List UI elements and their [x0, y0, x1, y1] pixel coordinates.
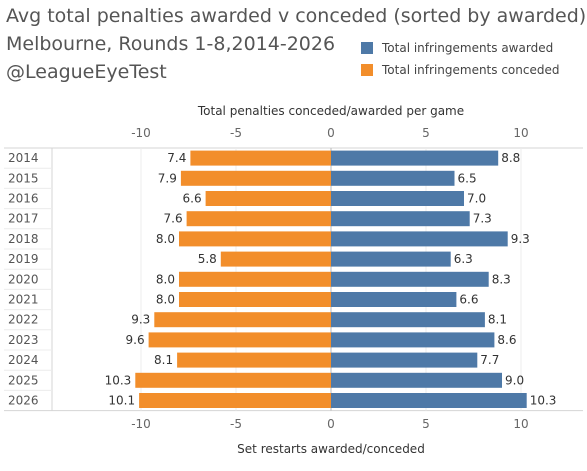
label-conceded: 5.8	[198, 252, 217, 266]
top-tick-label: -5	[230, 126, 242, 140]
label-awarded: 6.6	[459, 293, 478, 307]
bottom-tick-label: 5	[422, 417, 430, 431]
bar-awarded	[331, 292, 457, 307]
row-labels: 2014 2015 2016 2017 2018 2019 2020 2021 2022 2023…	[8, 151, 39, 407]
bar-awarded	[331, 251, 451, 267]
bar-awarded	[331, 393, 527, 408]
label-awarded: 8.3	[492, 272, 511, 286]
bar-conceded	[190, 150, 331, 166]
label-conceded: 7.4	[167, 151, 186, 165]
chart-handle: @LeagueEyeTest	[6, 61, 167, 83]
bottom-tick-label: -10	[131, 417, 151, 431]
bar-awarded	[331, 191, 464, 206]
bar-conceded	[179, 231, 331, 247]
bar-awarded	[331, 332, 495, 348]
row-label: 2021	[8, 293, 39, 307]
top-axis-title: Total penalties conceded/awarded per gam…	[197, 104, 464, 118]
chart-subtitle: Melbourne, Rounds 1-8,2014-2026	[6, 33, 336, 55]
bar-conceded	[139, 393, 331, 408]
legend-item-conceded[interactable]: Total infringements conceded	[361, 59, 559, 81]
bar-conceded	[179, 271, 331, 287]
bottom-axis-title: Set restarts awarded/conceded	[237, 442, 425, 456]
legend-label-awarded: Total infringements awarded	[382, 41, 554, 55]
bottom-tick-label: 10	[513, 417, 528, 431]
bar-conceded	[220, 251, 331, 267]
label-conceded: 8.1	[154, 353, 173, 367]
bar-awarded	[331, 231, 508, 247]
row-label: 2025	[8, 373, 39, 387]
row-label: 2022	[8, 313, 39, 327]
label-awarded: 10.3	[530, 394, 557, 408]
axis-ticks: -10 -10 -5 -5 0 0 5 5 10 10	[131, 126, 528, 431]
row-label: 2018	[8, 232, 39, 246]
bar-conceded	[135, 372, 331, 388]
chart-title: Avg total penalties awarded v conceded (…	[6, 5, 587, 27]
row-label: 2019	[8, 252, 39, 266]
row-label: 2016	[8, 192, 39, 206]
row-label: 2015	[8, 171, 39, 185]
label-conceded: 8.0	[156, 232, 175, 246]
label-conceded: 7.9	[158, 171, 177, 185]
row-label: 2014	[8, 151, 39, 165]
label-awarded: 7.7	[480, 353, 499, 367]
legend-item-awarded[interactable]: Total infringements awarded	[361, 37, 559, 59]
bars: 7.4 8.8 7.9 6.5 6.6 7.0 7.6 7.3 8.0 9.3 5.8 6.3 8.0 8…	[105, 150, 557, 408]
label-awarded: 6.3	[454, 252, 473, 266]
bar-conceded	[148, 332, 331, 348]
row-label: 2024	[8, 353, 39, 367]
bottom-tick-label: 0	[327, 417, 335, 431]
label-conceded: 8.0	[156, 293, 175, 307]
bar-awarded	[331, 211, 470, 227]
bar-conceded	[177, 352, 331, 368]
row-label: 2020	[8, 272, 39, 286]
bar-awarded	[331, 271, 489, 287]
bar-conceded	[154, 312, 331, 328]
label-conceded: 9.6	[126, 333, 145, 347]
label-conceded: 8.0	[156, 272, 175, 286]
title-block: Avg total penalties awarded v conceded (…	[6, 2, 586, 86]
label-awarded: 8.1	[488, 313, 507, 327]
row-label: 2026	[8, 394, 39, 408]
bar-awarded	[331, 352, 478, 368]
label-conceded: 7.6	[164, 212, 183, 226]
top-tick-label: 5	[422, 126, 430, 140]
label-awarded: 8.8	[501, 151, 520, 165]
bottom-tick-label: -5	[230, 417, 242, 431]
label-awarded: 9.3	[511, 232, 530, 246]
top-tick-label: 0	[327, 126, 335, 140]
bar-conceded	[179, 292, 331, 307]
label-conceded: 9.3	[131, 313, 150, 327]
top-tick-label: 10	[513, 126, 528, 140]
bar-awarded	[331, 170, 455, 186]
bar-awarded	[331, 372, 502, 388]
legend-swatch-conceded	[361, 64, 373, 76]
bar-conceded	[186, 211, 331, 227]
label-awarded: 6.5	[458, 171, 477, 185]
legend-swatch-awarded	[361, 42, 373, 54]
bar-conceded	[205, 191, 331, 206]
label-awarded: 8.6	[497, 333, 516, 347]
legend-label-conceded: Total infringements conceded	[382, 63, 560, 77]
bar-awarded	[331, 312, 485, 328]
label-awarded: 7.0	[467, 192, 486, 206]
label-awarded: 9.0	[505, 373, 524, 387]
row-label: 2017	[8, 212, 39, 226]
label-conceded: 10.3	[105, 373, 132, 387]
label-awarded: 7.3	[473, 212, 492, 226]
bar-awarded	[331, 150, 499, 166]
legend: Total infringements awarded Total infrin…	[361, 37, 559, 81]
top-tick-label: -10	[131, 126, 151, 140]
label-conceded: 6.6	[183, 192, 202, 206]
row-label: 2023	[8, 333, 39, 347]
label-conceded: 10.1	[108, 394, 135, 408]
bar-conceded	[180, 170, 331, 186]
